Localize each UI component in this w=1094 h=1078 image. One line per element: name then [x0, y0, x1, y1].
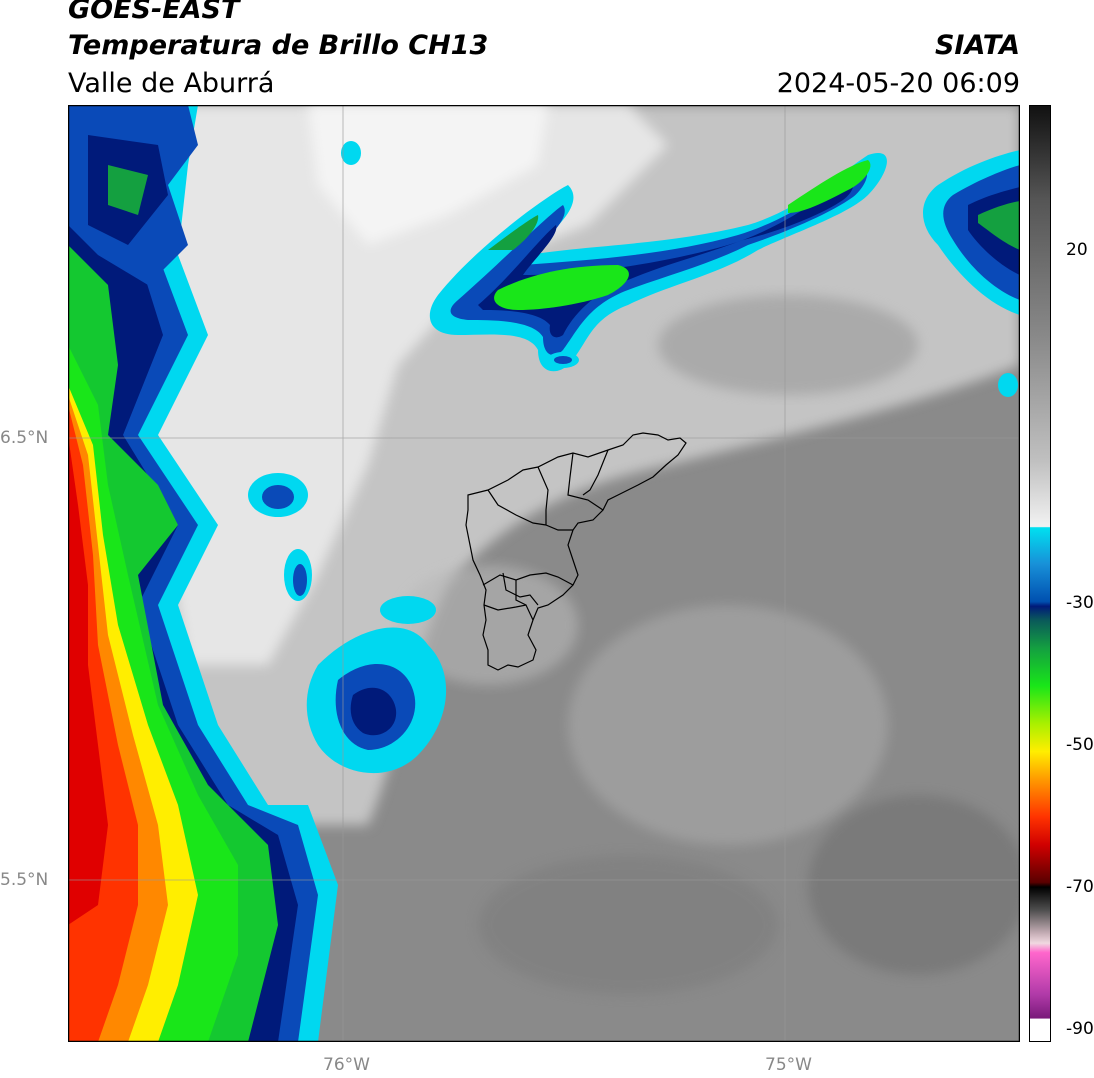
satellite-title: GOES-EAST — [68, 0, 240, 25]
lon-tick-label: 76°W — [323, 1055, 370, 1075]
map-gridlines — [68, 105, 1020, 1042]
datetime-label: 2024-05-20 06:09 — [776, 68, 1020, 99]
region-label: Valle de Aburrá — [68, 68, 275, 99]
colorbar-tick-label: -50 — [1066, 735, 1094, 755]
map-frame — [68, 105, 1020, 1042]
lon-tick-label: 75°W — [765, 1055, 812, 1075]
colorbar-tick-label: -70 — [1066, 877, 1094, 897]
aburra-valley-boundaries — [465, 432, 687, 671]
colorbar-tick-label: 20 — [1066, 240, 1088, 260]
colorbar-tick-label: -90 — [1066, 1019, 1094, 1039]
product-title: Temperatura de Brillo CH13 — [68, 30, 489, 61]
lat-tick-label: 6.5°N — [0, 428, 49, 448]
colorbar-tick-label: -30 — [1066, 593, 1094, 613]
brightness-temperature-field — [68, 105, 1020, 1042]
institution-label: SIATA — [934, 30, 1020, 61]
satellite-map — [68, 105, 1020, 1042]
colorbar — [1029, 105, 1051, 1042]
lat-tick-label: 5.5°N — [0, 870, 49, 890]
